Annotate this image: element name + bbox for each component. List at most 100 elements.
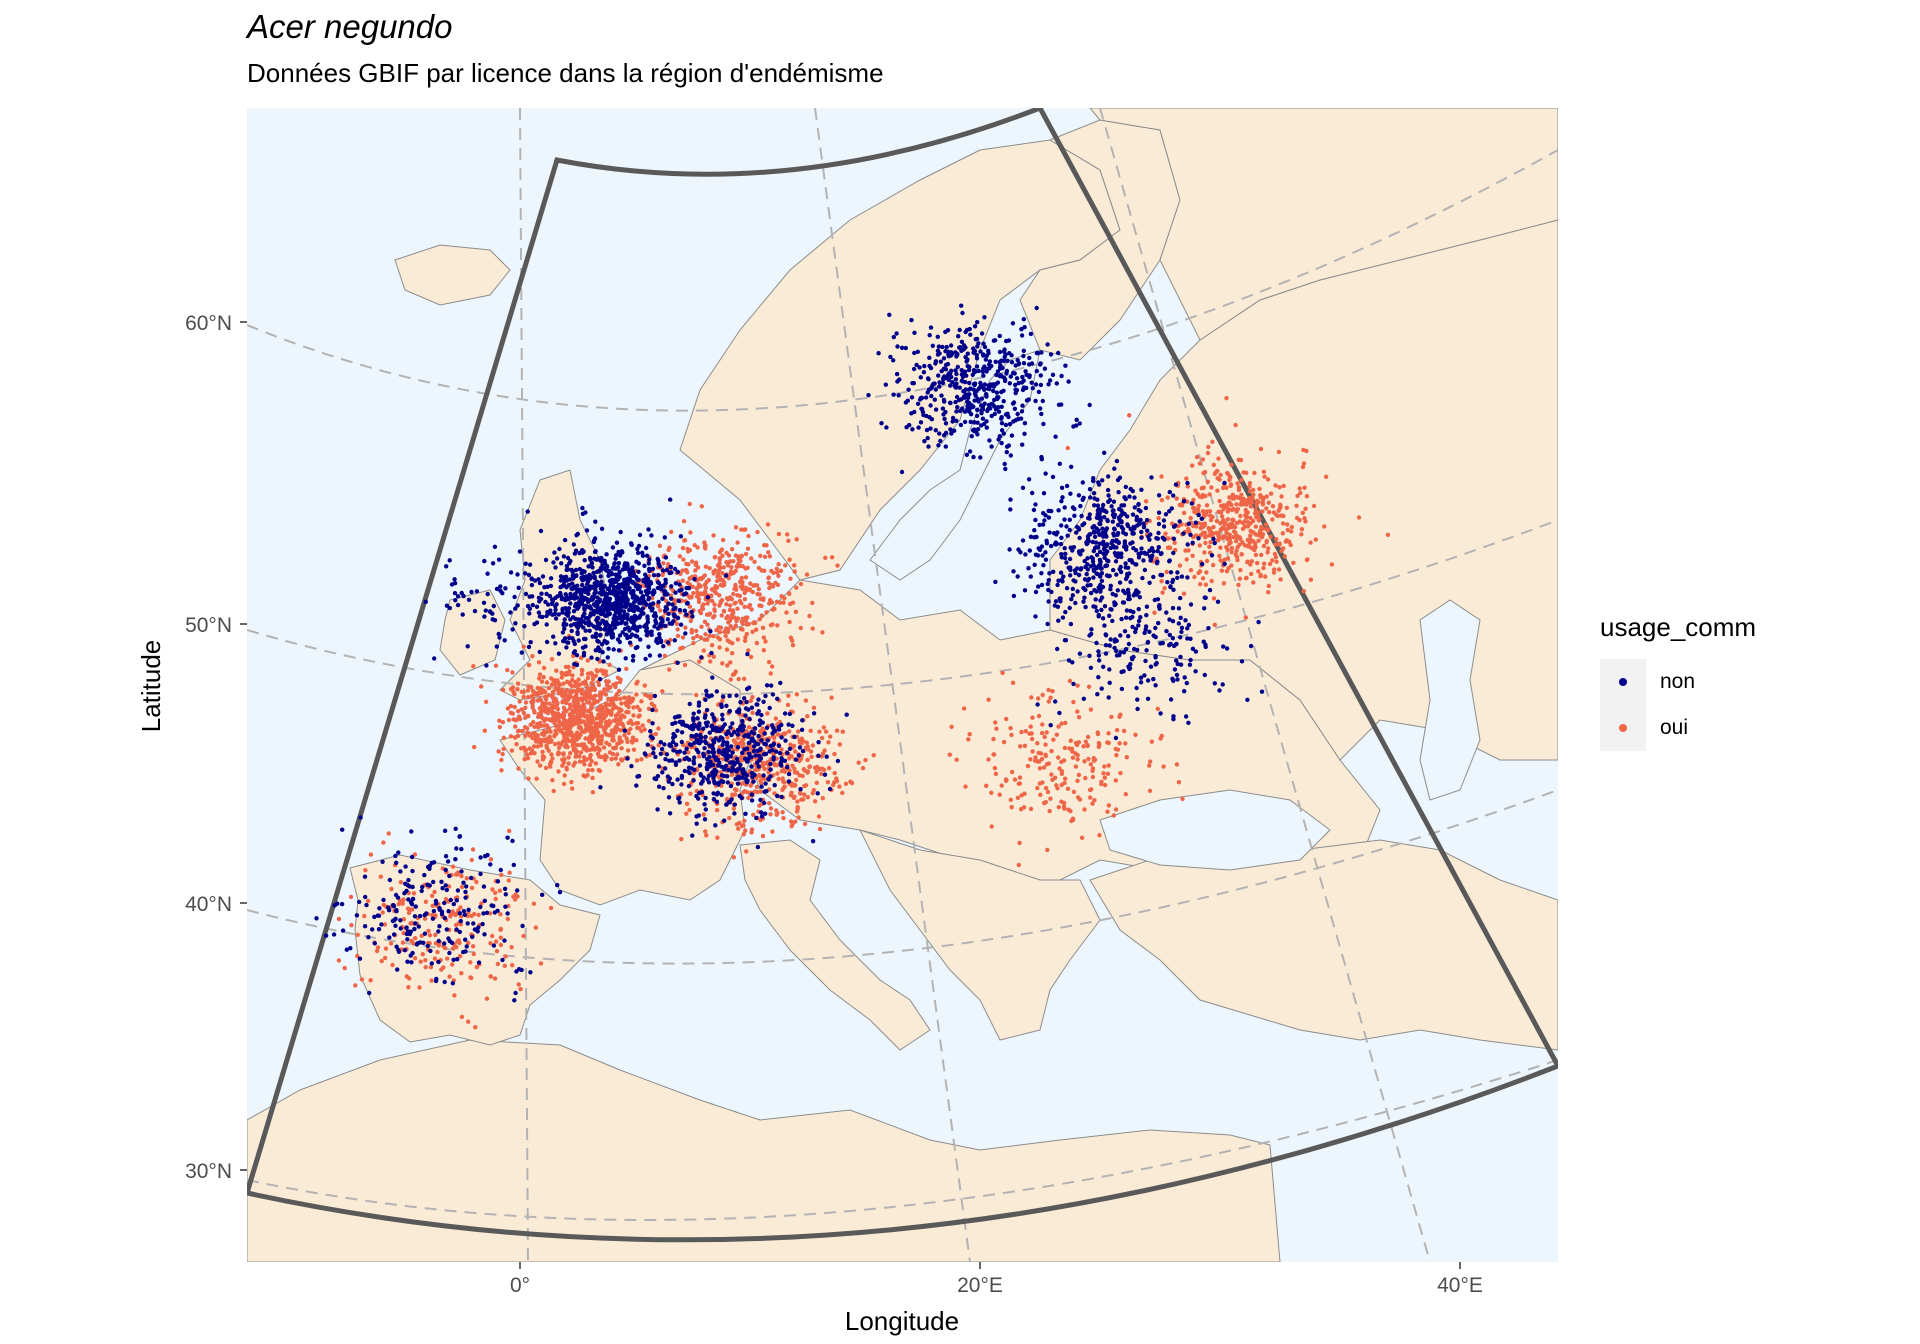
occurrence-point-oui [607,702,613,707]
occurrence-point-non [876,351,881,356]
occurrence-point-non [1019,333,1025,338]
occurrence-point-non [770,692,776,697]
occurrence-point-oui [687,604,693,609]
occurrence-point-non [962,419,968,425]
occurrence-point-oui [536,660,542,665]
occurrence-point-oui [615,711,621,716]
occurrence-point-oui [492,976,498,981]
occurrence-point-non [769,683,774,688]
occurrence-point-oui [497,724,502,730]
occurrence-point-oui [1265,477,1271,482]
occurrence-point-oui [765,522,771,527]
occurrence-point-oui [559,713,564,718]
occurrence-point-non [982,364,987,369]
occurrence-point-oui [1174,496,1180,501]
occurrence-point-oui [519,689,524,694]
occurrence-point-non [822,772,828,777]
occurrence-point-oui [1085,743,1090,748]
occurrence-point-oui [549,676,554,681]
occurrence-point-oui [523,733,528,739]
occurrence-point-oui [697,659,702,664]
occurrence-point-oui [682,538,687,543]
occurrence-point-non [1022,431,1027,436]
occurrence-point-non [971,368,977,373]
occurrence-point-non [553,616,559,621]
occurrence-point-oui [419,933,424,938]
occurrence-point-non [701,726,706,731]
occurrence-point-oui [1277,542,1282,547]
occurrence-point-non [625,563,630,569]
occurrence-point-oui [610,706,616,711]
occurrence-point-oui [826,765,832,771]
occurrence-point-non [575,606,580,611]
occurrence-point-non [661,588,667,593]
occurrence-point-oui [675,627,680,632]
occurrence-point-non [1124,608,1130,613]
occurrence-point-oui [499,768,504,773]
occurrence-point-oui [484,996,490,1001]
occurrence-point-oui [697,608,702,614]
occurrence-point-oui [759,780,764,786]
occurrence-point-non [1032,528,1037,533]
occurrence-point-oui [1017,775,1023,780]
occurrence-point-oui [790,763,795,768]
occurrence-point-non [1094,552,1100,558]
occurrence-point-non [609,632,614,638]
occurrence-point-non [948,427,953,432]
occurrence-point-non [692,577,697,582]
occurrence-point-oui [409,920,414,926]
occurrence-point-non [632,604,637,610]
occurrence-point-oui [1088,795,1093,800]
occurrence-point-non [568,623,574,628]
occurrence-point-non [926,444,931,449]
occurrence-point-oui [640,723,645,728]
occurrence-point-oui [1273,542,1278,547]
occurrence-point-non [1015,411,1020,417]
occurrence-point-non [1034,305,1039,311]
occurrence-point-non [629,569,635,574]
occurrence-point-non [919,406,925,412]
occurrence-point-oui [1096,744,1102,749]
occurrence-point-non [598,574,603,579]
occurrence-point-non [749,705,755,710]
occurrence-point-non [950,380,955,385]
occurrence-point-non [755,711,760,716]
occurrence-point-non [611,588,616,593]
occurrence-point-oui [1385,532,1391,537]
occurrence-point-non [1193,520,1199,525]
occurrence-point-oui [1245,559,1250,564]
occurrence-point-oui [349,923,354,928]
occurrence-point-oui [688,618,693,624]
occurrence-point-oui [742,676,747,681]
occurrence-point-oui [604,722,609,727]
occurrence-point-oui [992,765,998,771]
occurrence-point-oui [694,628,699,634]
occurrence-point-non [779,735,784,740]
occurrence-point-oui [808,728,813,733]
occurrence-point-oui [423,958,428,963]
occurrence-point-non [933,407,939,412]
occurrence-point-non [686,769,691,774]
occurrence-point-oui [1036,713,1042,719]
occurrence-point-oui [520,728,525,734]
occurrence-point-oui [607,711,613,716]
occurrence-point-oui [532,731,537,736]
occurrence-point-oui [1185,484,1191,489]
occurrence-point-non [1167,509,1172,514]
occurrence-point-oui [547,701,552,706]
occurrence-point-oui [747,602,753,608]
occurrence-point-non [711,791,716,796]
occurrence-point-non [572,551,578,556]
occurrence-point-oui [576,677,581,682]
occurrence-point-oui [989,824,994,829]
occurrence-point-oui [1177,563,1183,568]
occurrence-point-oui [515,733,521,739]
occurrence-point-oui [550,778,555,783]
occurrence-point-non [580,548,585,553]
occurrence-point-oui [729,547,735,552]
occurrence-point-non [1104,526,1110,531]
occurrence-point-oui [573,707,579,712]
occurrence-point-non [646,580,652,586]
occurrence-point-oui [1233,538,1239,544]
occurrence-point-non [1047,530,1052,535]
